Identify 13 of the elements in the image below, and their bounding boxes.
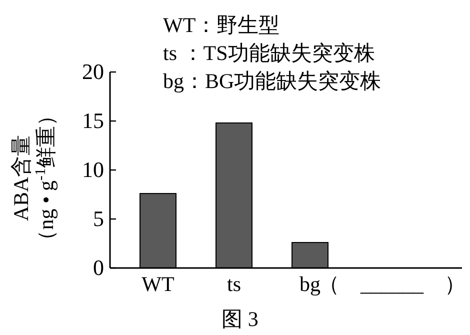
text: ts ：TS功能缺失突变株 [163, 41, 375, 65]
x-tick-label: bg [300, 272, 321, 296]
y-tick-label: 20 [82, 59, 104, 84]
caption: 图 3 [222, 307, 258, 331]
y-tick-label: 0 [93, 255, 104, 280]
y-tick-label: 5 [93, 206, 104, 231]
y-tick-label: 10 [82, 157, 104, 182]
x-tick-label: WT [142, 272, 174, 296]
annotation: bg：BG功能缺失突变株 [163, 69, 382, 93]
x-tick-label: ts [226, 272, 242, 296]
y-tick-label: 15 [82, 108, 104, 133]
text: WT：野生型 [163, 13, 280, 37]
x-tick-label: （ ______ ） [318, 272, 466, 296]
